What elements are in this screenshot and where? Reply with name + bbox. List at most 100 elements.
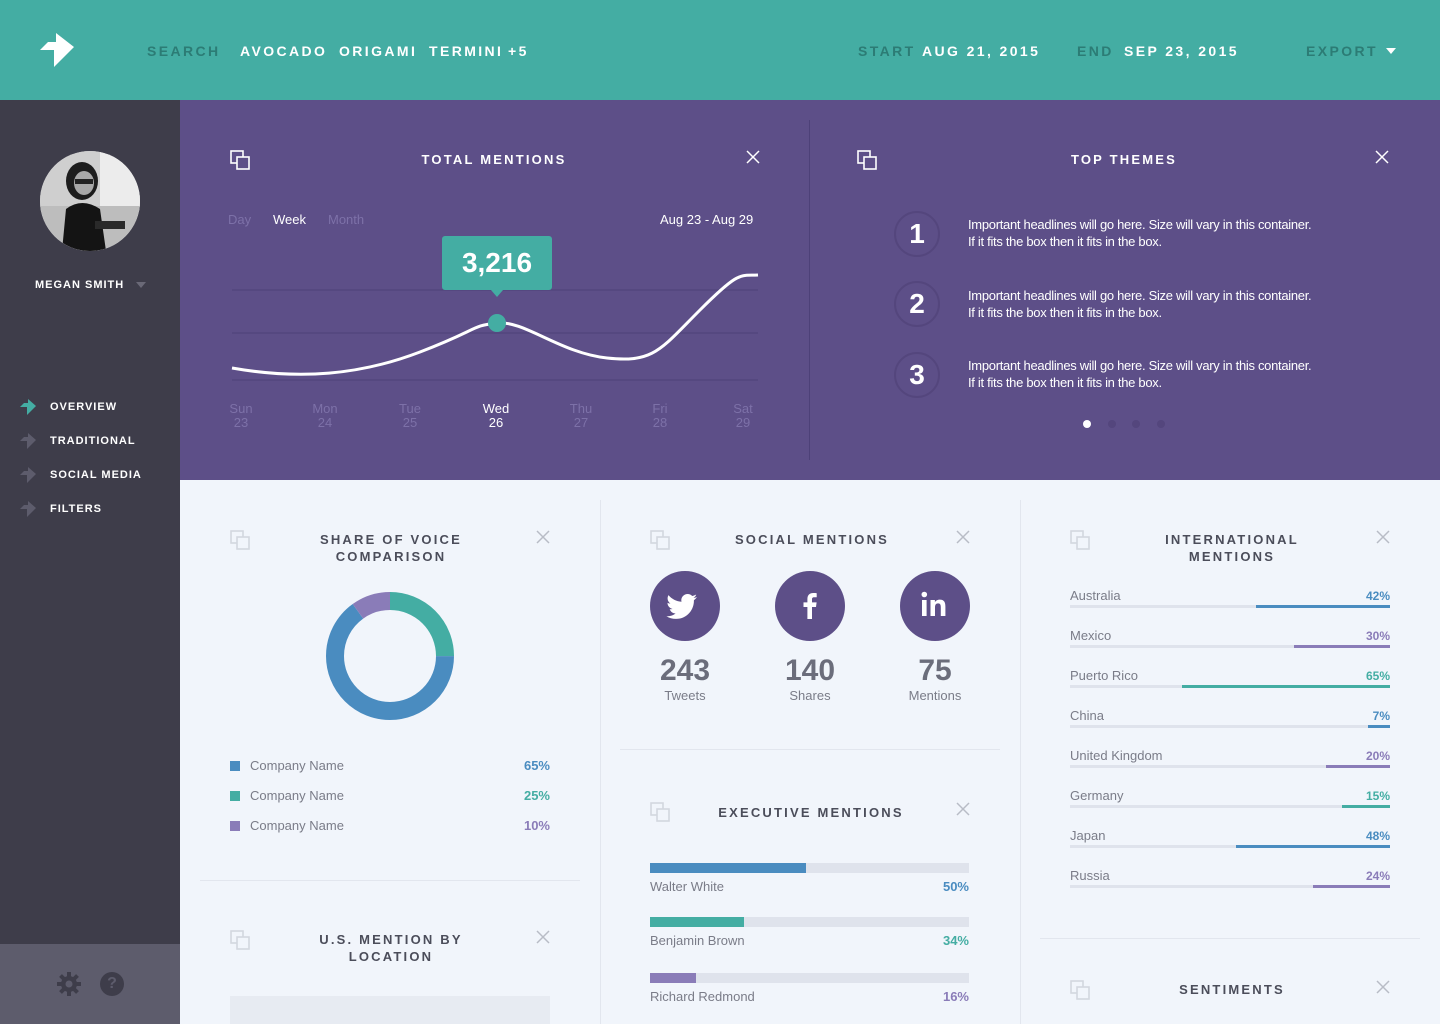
international-mentions-title: INTERNATIONAL MENTIONS <box>1165 532 1299 564</box>
legend-percent: 25% <box>523 788 550 803</box>
panel-divider <box>809 120 810 460</box>
close-icon[interactable] <box>955 529 971 545</box>
duplicate-icon[interactable] <box>230 930 250 950</box>
more-terms-badge[interactable]: +5 <box>508 43 529 59</box>
day-label-wed: Wed 26 <box>482 401 510 430</box>
country-name: Puerto Rico <box>1070 668 1138 683</box>
theme-headline[interactable]: Important headlines will go here. Size w… <box>968 217 1312 249</box>
twitter-icon <box>666 594 697 619</box>
value-tooltip: 3,216 <box>442 236 552 290</box>
carousel-dot[interactable] <box>1083 420 1091 428</box>
help-icon[interactable]: ? <box>100 972 124 996</box>
carousel-dot[interactable] <box>1157 420 1165 428</box>
duplicate-icon[interactable] <box>230 150 250 170</box>
carousel-dot[interactable] <box>1108 420 1116 428</box>
avatar[interactable] <box>40 151 140 251</box>
country-bar-fill <box>1342 805 1390 808</box>
panel-divider <box>600 500 601 1024</box>
twitter-button[interactable] <box>650 571 720 641</box>
exec-bar-fill <box>650 863 807 873</box>
user-name[interactable]: MEGAN SMITH <box>35 279 125 291</box>
search-button[interactable]: SEARCH <box>147 43 221 59</box>
export-button[interactable]: EXPORT <box>1306 43 1396 59</box>
theme-headline[interactable]: Important headlines will go here. Size w… <box>968 288 1312 320</box>
start-date-picker[interactable]: AUG 21, 2015 <box>922 43 1041 59</box>
country-bar-fill <box>1294 645 1390 648</box>
gear-icon[interactable] <box>57 972 81 996</box>
exec-bar-track <box>650 863 969 873</box>
theme-headline[interactable]: Important headlines will go here. Size w… <box>968 358 1312 390</box>
date-range-label: Aug 23 - Aug 29 <box>660 212 754 227</box>
tab-week[interactable]: Week <box>273 212 306 227</box>
day-label-fri: Fri 28 <box>652 401 668 430</box>
tab-day[interactable]: Day <box>228 212 252 227</box>
country-name: China <box>1070 708 1104 723</box>
sidebar-item-label: TRADITIONAL <box>50 435 136 447</box>
close-icon[interactable] <box>745 149 761 165</box>
chevron-down-icon <box>1385 48 1396 54</box>
country-percent: 30% <box>1365 629 1390 643</box>
share-donut-chart <box>326 592 454 720</box>
legend-swatch <box>230 761 240 771</box>
search-term-origami[interactable]: ORIGAMI <box>339 43 418 59</box>
day-label-sat: Sat 29 <box>733 401 753 430</box>
sidebar-item-filters[interactable]: FILTERS <box>20 499 170 519</box>
day-label-sun: Sun 23 <box>229 401 253 430</box>
search-term-avocado[interactable]: AVOCADO <box>240 43 328 59</box>
legend-swatch <box>230 821 240 831</box>
shares-count: 140 <box>784 654 836 687</box>
logo-arrow-icon[interactable] <box>40 33 74 67</box>
close-icon[interactable] <box>1375 979 1391 995</box>
close-icon[interactable] <box>1375 529 1391 545</box>
us-map[interactable] <box>230 996 550 1024</box>
country-bar-fill <box>1313 885 1390 888</box>
end-date-picker[interactable]: SEP 23, 2015 <box>1124 43 1239 59</box>
bottom-panels: SHARE OF VOICE COMPARISON Company Name 65… <box>180 480 1440 1024</box>
close-icon[interactable] <box>1374 149 1390 165</box>
duplicate-icon[interactable] <box>230 530 250 550</box>
duplicate-icon[interactable] <box>857 150 877 170</box>
country-percent: 20% <box>1365 749 1390 763</box>
carousel-dot[interactable] <box>1132 420 1140 428</box>
us-mention-title: U.S. MENTION BY LOCATION <box>319 932 463 964</box>
country-bar-track <box>1070 845 1390 848</box>
close-icon[interactable] <box>535 529 551 545</box>
country-name: Australia <box>1070 588 1121 603</box>
facebook-button[interactable] <box>775 571 845 641</box>
panel-divider <box>1040 938 1420 939</box>
country-percent: 48% <box>1365 829 1390 843</box>
donut-segment[interactable] <box>326 592 454 720</box>
duplicate-icon[interactable] <box>650 530 670 550</box>
facebook-icon <box>803 593 817 619</box>
close-icon[interactable] <box>535 929 551 945</box>
search-term-termini[interactable]: TERMINI <box>429 43 504 59</box>
exec-name: Walter White <box>650 879 724 894</box>
chevron-down-icon[interactable] <box>136 282 146 288</box>
top-header: SEARCH AVOCADO ORIGAMI TERMINI +5 START … <box>0 0 1440 100</box>
sidebar-item-overview[interactable]: OVERVIEW <box>20 397 170 417</box>
tab-month[interactable]: Month <box>328 212 365 227</box>
share-of-voice-title: SHARE OF VOICE COMPARISON <box>319 532 463 564</box>
donut-segment[interactable] <box>326 592 454 720</box>
sidebar-item-traditional[interactable]: TRADITIONAL <box>20 431 170 451</box>
sidebar-item-label: SOCIAL MEDIA <box>50 469 142 481</box>
duplicate-icon[interactable] <box>650 802 670 822</box>
mentions-count: 75 <box>918 654 952 687</box>
duplicate-icon[interactable] <box>1070 980 1090 1000</box>
end-label: END <box>1077 43 1114 59</box>
tweets-label: Tweets <box>664 688 706 703</box>
sidebar: MEGAN SMITH OVERVIEW TRADITIONAL SOCIAL … <box>0 100 180 1024</box>
sidebar-item-label: FILTERS <box>50 503 103 515</box>
linkedin-button[interactable] <box>900 571 970 641</box>
sidebar-item-social-media[interactable]: SOCIAL MEDIA <box>20 465 170 485</box>
tweets-count: 243 <box>659 654 711 687</box>
country-percent: 24% <box>1365 869 1390 883</box>
highlight-point[interactable] <box>488 314 506 332</box>
duplicate-icon[interactable] <box>1070 530 1090 550</box>
exec-percent: 34% <box>942 933 969 948</box>
exec-name: Richard Redmond <box>650 989 755 1004</box>
country-percent: 42% <box>1365 589 1390 603</box>
close-icon[interactable] <box>955 801 971 817</box>
country-percent: 15% <box>1365 789 1390 803</box>
country-percent: 65% <box>1365 669 1390 683</box>
